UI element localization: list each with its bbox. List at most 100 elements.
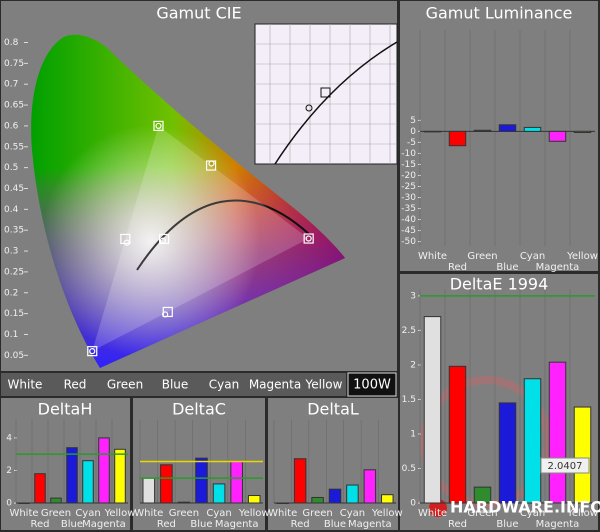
bar bbox=[346, 484, 359, 504]
x-tick-label: Blue bbox=[190, 519, 212, 530]
x-tick-label: Cyan bbox=[340, 508, 365, 519]
y-tick-label: 0.55 bbox=[4, 142, 24, 152]
x-tick-label: Magenta bbox=[348, 519, 392, 530]
target-point bbox=[153, 120, 164, 132]
y-tick-label: 0.2 bbox=[4, 288, 18, 298]
x-tick-label: Red bbox=[157, 519, 176, 530]
y-tick-label: 5 bbox=[410, 116, 416, 126]
x-tick-label: Blue bbox=[61, 519, 83, 530]
x-tick-label: Green bbox=[467, 508, 497, 519]
y-tick-label: 0.5 bbox=[402, 464, 416, 474]
bar bbox=[276, 502, 289, 504]
y-tick-label: -20 bbox=[401, 171, 416, 181]
y-tick-label: -35 bbox=[401, 204, 416, 214]
y-tick-label: 0 bbox=[410, 127, 416, 137]
y-tick-label: 0.8 bbox=[4, 38, 19, 48]
annotation-box bbox=[540, 457, 590, 474]
y-tick-label: 0.4 bbox=[4, 205, 19, 215]
color-selector[interactable]: Green bbox=[107, 378, 143, 392]
bar bbox=[573, 130, 592, 133]
y-tick-label: 0.5 bbox=[4, 163, 18, 173]
bar bbox=[423, 130, 442, 133]
measured-point bbox=[208, 160, 215, 167]
x-tick-label: Red bbox=[448, 519, 467, 530]
x-tick-label: Green bbox=[302, 508, 332, 519]
x-tick-label: Blue bbox=[324, 519, 346, 530]
bar bbox=[18, 502, 30, 504]
bar bbox=[114, 448, 126, 504]
spectral-locus bbox=[31, 34, 346, 368]
y-tick-label: 0.3 bbox=[4, 247, 18, 257]
bar bbox=[142, 477, 156, 504]
target-point bbox=[303, 233, 314, 244]
x-tick-label: Magenta bbox=[82, 519, 126, 530]
bar bbox=[311, 496, 324, 504]
bar bbox=[34, 473, 46, 504]
planckian-locus bbox=[136, 199, 311, 271]
bar bbox=[363, 469, 377, 504]
color-selector[interactable]: White bbox=[8, 378, 43, 392]
luminance-panel bbox=[400, 1, 598, 271]
y-tick-label: 0.1 bbox=[4, 330, 18, 340]
x-tick-label: Blue bbox=[496, 262, 518, 273]
y-tick-label: 0 bbox=[6, 499, 12, 509]
mode-label[interactable]: 100W bbox=[353, 378, 391, 393]
y-tick-label: -25 bbox=[401, 182, 416, 192]
chart-title: DeltaH bbox=[38, 400, 93, 419]
gamut-triangle bbox=[92, 125, 309, 352]
y-tick-label: -10 bbox=[401, 149, 416, 159]
color-selector[interactable]: Cyan bbox=[209, 378, 239, 392]
color-selector[interactable]: Yellow bbox=[305, 378, 343, 392]
x-tick-label: Yellow bbox=[104, 508, 136, 519]
bar bbox=[66, 447, 78, 504]
zoom-inset bbox=[254, 23, 398, 165]
x-tick-label: Blue bbox=[496, 519, 518, 530]
y-tick-label: 1 bbox=[410, 429, 416, 439]
x-tick-label: White bbox=[134, 508, 163, 519]
annotation: 2.0407 bbox=[548, 461, 583, 472]
watermark: HARDWARE.INFO bbox=[450, 498, 600, 517]
color-selector[interactable]: Blue bbox=[162, 378, 189, 392]
bar bbox=[523, 126, 542, 132]
bar bbox=[423, 316, 442, 504]
y-tick-label: 2.5 bbox=[402, 326, 416, 336]
bar bbox=[448, 130, 467, 147]
x-tick-label: Yellow bbox=[238, 508, 270, 519]
x-tick-label: Magenta bbox=[536, 519, 580, 530]
bar bbox=[548, 130, 567, 142]
measured-point bbox=[162, 311, 169, 318]
bar bbox=[548, 361, 567, 504]
y-tick-label: -45 bbox=[401, 226, 416, 236]
y-tick-label: 0.65 bbox=[4, 101, 24, 111]
chart-title: DeltaE 1994 bbox=[450, 275, 549, 294]
color-selector[interactable]: Magenta bbox=[249, 378, 301, 392]
measured-point bbox=[89, 348, 96, 355]
bar bbox=[448, 365, 467, 504]
bar bbox=[473, 486, 492, 504]
x-tick-label: Red bbox=[31, 519, 50, 530]
y-tick-label: -40 bbox=[401, 215, 416, 225]
bar bbox=[160, 464, 173, 504]
chart-title: DeltaL bbox=[307, 400, 359, 419]
y-tick-label: 2 bbox=[410, 360, 416, 370]
x-tick-label: Red bbox=[448, 262, 467, 273]
bar bbox=[381, 494, 394, 504]
color-selector[interactable]: Red bbox=[64, 378, 87, 392]
bar bbox=[230, 461, 243, 504]
bar bbox=[498, 402, 517, 504]
target-point bbox=[162, 306, 173, 318]
x-tick-label: Magenta bbox=[536, 262, 580, 273]
chart-title: Gamut CIE bbox=[156, 4, 241, 23]
selector-bar bbox=[1, 373, 346, 396]
x-tick-label: Cyan bbox=[520, 508, 545, 519]
bar bbox=[82, 460, 94, 504]
x-tick-label: Yellow bbox=[566, 508, 598, 519]
y-tick-label: 0.7 bbox=[4, 80, 18, 90]
mode-button[interactable] bbox=[347, 372, 397, 397]
bar bbox=[212, 483, 226, 504]
x-tick-label: Cyan bbox=[206, 508, 231, 519]
bar bbox=[98, 437, 110, 504]
measured-point bbox=[159, 237, 167, 244]
measured-point bbox=[123, 239, 130, 246]
x-tick-label: White bbox=[268, 508, 297, 519]
